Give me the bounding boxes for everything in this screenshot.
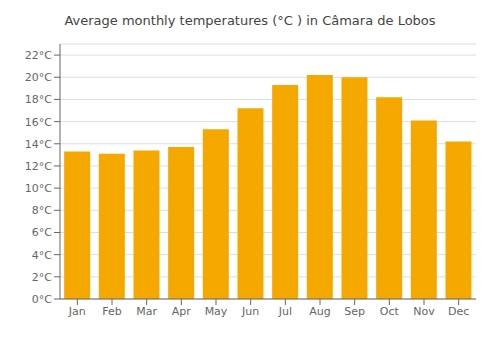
svg-text:4°C: 4°C (32, 249, 52, 262)
svg-text:Nov: Nov (413, 305, 435, 318)
svg-text:Dec: Dec (448, 305, 469, 318)
svg-text:Feb: Feb (102, 305, 121, 318)
svg-text:Apr: Apr (172, 305, 192, 318)
svg-text:2°C: 2°C (32, 271, 52, 284)
svg-text:0°C: 0°C (32, 293, 52, 306)
svg-text:Jun: Jun (241, 305, 259, 318)
svg-text:8°C: 8°C (32, 204, 52, 217)
svg-text:Mar: Mar (136, 305, 157, 318)
svg-text:Aug: Aug (309, 305, 330, 318)
svg-text:10°C: 10°C (25, 182, 52, 195)
html-text:Average monthly temperatures (: Average monthly temperatures (°C ) in Câ… (64, 13, 436, 28)
svg-text:22°C: 22°C (25, 49, 52, 62)
svg-text:Oct: Oct (380, 305, 400, 318)
svg-text:20°C: 20°C (25, 71, 52, 84)
svg-text:May: May (205, 305, 228, 318)
svg-text:Jul: Jul (278, 305, 292, 318)
svg-text:Sep: Sep (344, 305, 365, 318)
svg-text:Jan: Jan (68, 305, 86, 318)
svg-text:18°C: 18°C (25, 93, 52, 106)
svg-text:12°C: 12°C (25, 160, 52, 173)
svg-text:14°C: 14°C (25, 138, 52, 151)
svg-text:6°C: 6°C (32, 226, 52, 239)
svg-text:16°C: 16°C (25, 116, 52, 129)
